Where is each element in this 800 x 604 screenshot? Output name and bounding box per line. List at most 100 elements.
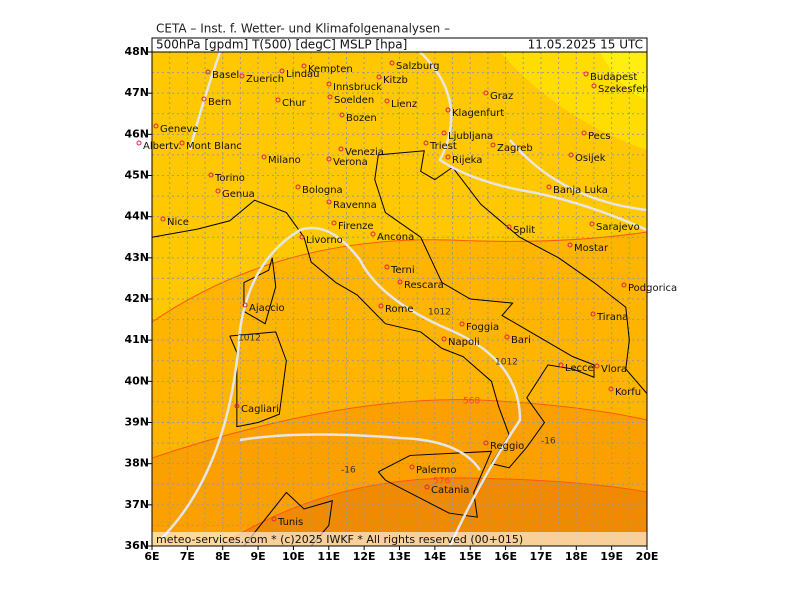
lat-label: 39N — [124, 416, 149, 429]
lat-label: 47N — [124, 86, 149, 99]
city-label: Graz — [490, 91, 513, 102]
city-dot — [583, 71, 589, 77]
city-dot — [441, 336, 447, 342]
city-label: Osijek — [575, 153, 606, 164]
city-label: Rijeka — [452, 155, 482, 166]
city-dot — [389, 60, 395, 66]
contour-label: 1012 — [428, 308, 451, 318]
contour-label: 568 — [463, 397, 480, 407]
city-label: Ancona — [377, 232, 414, 243]
city-label: Mostar — [574, 243, 609, 254]
city-label: Palermo — [416, 465, 456, 476]
city-label: Vlora — [601, 364, 627, 375]
city-label: Klagenfurt — [452, 108, 504, 119]
isotherm — [152, 231, 647, 546]
lon-label: 7E — [180, 550, 195, 563]
lon-label: 9E — [250, 550, 265, 563]
city-label: Soelden — [334, 95, 374, 106]
city-label: Kitzb — [383, 75, 408, 86]
city-label: Triest — [429, 141, 457, 152]
lat-label: 42N — [124, 292, 149, 305]
lon-label: 19E — [600, 550, 623, 563]
city-label: Lecce — [565, 363, 594, 374]
city-label: Albertv. — [143, 141, 181, 152]
city-label: Ravenna — [333, 200, 377, 211]
city-label: Rome — [385, 304, 414, 315]
city-dot — [506, 224, 512, 230]
band — [220, 477, 647, 546]
city-label: Chur — [282, 98, 307, 109]
city-dot — [384, 98, 390, 104]
lon-label: 8E — [215, 550, 230, 563]
city-label: Foggia — [466, 322, 499, 333]
lon-label: 12E — [353, 550, 376, 563]
city-dot — [378, 303, 384, 309]
city-dot — [299, 234, 305, 240]
lon-label: 18E — [565, 550, 588, 563]
coast — [152, 150, 647, 469]
city-dot — [397, 279, 403, 285]
city-dot — [370, 231, 376, 237]
city-label: Ljubljana — [448, 131, 493, 142]
city-label: Bozen — [346, 113, 377, 124]
city-dot — [445, 154, 451, 160]
city-label: Firenze — [338, 221, 374, 232]
city-label: Nice — [167, 217, 189, 228]
city-dot — [179, 140, 185, 146]
city-dot — [295, 184, 301, 190]
city-dot — [589, 221, 595, 227]
isobar — [159, 52, 647, 546]
city-label: Split — [513, 225, 535, 236]
city-dot — [423, 140, 429, 146]
city-label: Torino — [214, 173, 245, 184]
city-dot — [483, 440, 489, 446]
coast — [377, 450, 493, 518]
city-label: Rescara — [404, 280, 444, 291]
city-label: Korfu — [615, 387, 641, 398]
city-dot — [239, 73, 245, 79]
lat-label: 45N — [124, 169, 149, 182]
lon-label: 13E — [388, 550, 411, 563]
coast — [243, 491, 333, 546]
lon-label: 10E — [282, 550, 305, 563]
city-label: Bari — [511, 335, 531, 346]
city-dot — [581, 130, 587, 136]
plot — [152, 52, 647, 546]
city-dot — [279, 68, 285, 74]
lat-label: 36N — [124, 539, 149, 552]
city-dot — [376, 74, 382, 80]
lon-label: 14E — [423, 550, 446, 563]
city-dot — [445, 107, 451, 113]
city-dot — [591, 83, 597, 89]
lat-label: 38N — [124, 457, 149, 470]
lat-label: 41N — [124, 333, 149, 346]
map-title: CETA – Inst. f. Wetter- und Klimafolgena… — [156, 22, 450, 36]
city-dot — [205, 69, 211, 75]
lon-label: 17E — [530, 550, 553, 563]
city-label: Lienz — [391, 99, 417, 110]
city-label: Sarajevo — [596, 222, 640, 233]
band — [500, 52, 647, 150]
city-dot — [594, 363, 600, 369]
city-dot — [201, 96, 207, 102]
city-dot — [136, 140, 142, 146]
city-dot — [459, 321, 465, 327]
contour-label: 576 — [433, 477, 450, 487]
city-dot — [327, 94, 333, 100]
city-label: Tirana — [596, 312, 628, 323]
lon-label: 6E — [144, 550, 159, 563]
city-label: Napoli — [448, 337, 480, 348]
contour-label: 1012 — [238, 334, 261, 344]
city-dot — [275, 97, 281, 103]
city-label: Salzburg — [396, 61, 439, 72]
footer: meteo-services.com * (c)2025 IWKF * All … — [156, 533, 523, 546]
city-dot — [242, 302, 248, 308]
city-label: Reggio — [490, 441, 524, 452]
city-label: Kempten — [308, 64, 353, 75]
city-dot — [326, 199, 332, 205]
city-label: Geneve — [160, 124, 198, 135]
city-label: Tunis — [277, 517, 303, 528]
city-label: Szekesfeh — [598, 84, 649, 95]
city-label: Bern — [208, 97, 231, 108]
lat-label: 40N — [124, 374, 149, 387]
